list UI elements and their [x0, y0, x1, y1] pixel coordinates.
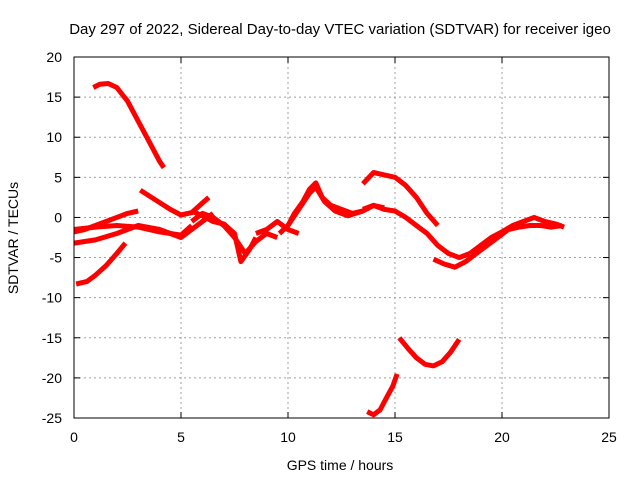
x-tick-label: 5 [177, 429, 185, 445]
axis-ticks: 0 5 10 15 20 25 20 15 10 5 0 -5 -10 -15 -20 -25 [42, 49, 617, 445]
y-tick-label: -25 [42, 410, 62, 426]
y-tick-label: -5 [50, 250, 63, 266]
y-tick-label: 10 [46, 129, 62, 145]
x-tick-label: 20 [494, 429, 510, 445]
series-line-satellite-track-17 [397, 336, 462, 369]
y-axis-label: SDTVAR / TECUs [5, 182, 21, 294]
series-line-satellite-track-13 [361, 170, 440, 228]
x-tick-label: 25 [601, 429, 617, 445]
series-line-satellite-track-12 [362, 202, 471, 261]
x-tick-label: 10 [280, 429, 296, 445]
series-line-satellite-track-11 [277, 184, 364, 236]
y-tick-label: 15 [46, 89, 62, 105]
data-series [73, 81, 565, 418]
series-line-satellite-track-9 [255, 219, 300, 236]
y-tick-label: 0 [54, 209, 62, 225]
series-line-satellite-track-6 [138, 188, 211, 218]
y-tick-label: -10 [42, 290, 62, 306]
series-line-satellite-track-15 [468, 214, 565, 256]
x-tick-label: 15 [387, 429, 403, 445]
grid [74, 57, 609, 418]
series-line-satellite-track-14 [432, 223, 563, 270]
y-tick-label: 5 [54, 169, 62, 185]
y-tick-label: -15 [42, 330, 62, 346]
series-line-satellite-track-5 [73, 223, 194, 238]
series-line-satellite-track-16 [366, 373, 400, 418]
x-axis-label: GPS time / hours [287, 457, 394, 473]
series-line-satellite-track-2 [75, 241, 128, 287]
series-line-satellite-track-8 [190, 208, 259, 265]
x-tick-label: 0 [70, 429, 78, 445]
series-line-satellite-track-1 [92, 81, 166, 170]
y-tick-label: -20 [42, 370, 62, 386]
chart-title: Day 297 of 2022, Sidereal Day-to-day VTE… [69, 21, 611, 38]
plot-frame [73, 56, 610, 419]
y-tick-label: 20 [46, 49, 62, 65]
